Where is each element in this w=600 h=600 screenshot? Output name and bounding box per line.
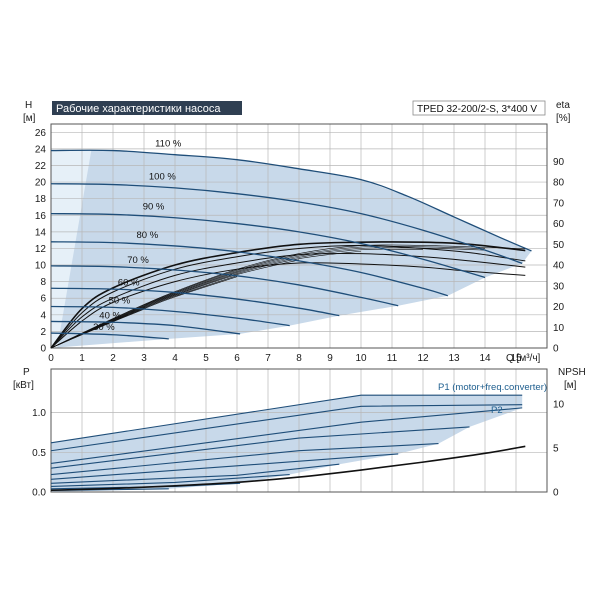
x-tick-label: 1 bbox=[79, 353, 85, 364]
power-curve bbox=[50, 404, 523, 452]
speed-label: 80 % bbox=[137, 230, 159, 241]
h-tick-label: 10 bbox=[35, 261, 47, 272]
h-tick-label: 0 bbox=[40, 344, 46, 355]
h-axis-label: H bbox=[25, 100, 32, 111]
speed-label: 50 % bbox=[109, 296, 131, 307]
q-axis-label: Q [м³/ч] bbox=[506, 353, 541, 364]
power-curve bbox=[50, 394, 523, 444]
x-tick-label: 8 bbox=[296, 353, 302, 364]
x-tick-label: 9 bbox=[327, 353, 333, 364]
head-curve bbox=[50, 183, 523, 264]
power-curve bbox=[50, 426, 470, 469]
x-tick-label: 6 bbox=[234, 353, 240, 364]
head-curve bbox=[50, 265, 399, 307]
h-tick-label: 16 bbox=[35, 211, 47, 222]
eta-tick-label: 70 bbox=[553, 198, 565, 209]
h-tick-label: 8 bbox=[40, 277, 46, 288]
power-curve bbox=[50, 443, 439, 476]
speed-label: 100 % bbox=[149, 172, 176, 183]
model-label: TPED 32-200/2-S, 3*400 V bbox=[417, 104, 537, 115]
top-plot-frame bbox=[50, 123, 548, 349]
speed-label: 60 % bbox=[118, 277, 140, 288]
model-box bbox=[412, 100, 546, 116]
x-tick-label: 13 bbox=[448, 353, 460, 364]
x-tick-label: 11 bbox=[387, 353, 398, 364]
head-curve bbox=[50, 149, 532, 252]
p-tick-label: 0.0 bbox=[32, 488, 46, 499]
x-tick-label: 2 bbox=[110, 353, 116, 364]
eta-tick-label: 30 bbox=[553, 281, 565, 292]
h-tick-label: 6 bbox=[40, 294, 46, 305]
chart-title: Рабочие характеристики насоса bbox=[56, 103, 221, 115]
x-tick-label: 5 bbox=[203, 353, 209, 364]
npsh-axis-unit: [м] bbox=[564, 380, 577, 391]
eta-tick-label: 50 bbox=[553, 240, 565, 251]
eta-tick-label: 40 bbox=[553, 261, 565, 272]
speed-label: 110 % bbox=[155, 139, 182, 150]
h-tick-label: 20 bbox=[35, 178, 47, 189]
power-envelope bbox=[51, 395, 523, 492]
power-curve bbox=[50, 473, 290, 487]
x-tick-label: 10 bbox=[355, 353, 367, 364]
power-curve bbox=[50, 407, 523, 464]
x-tick-label: 14 bbox=[479, 353, 491, 364]
title-box bbox=[52, 101, 242, 115]
power-curve bbox=[50, 453, 399, 480]
head-curve bbox=[50, 212, 486, 279]
x-tick-label: 0 bbox=[48, 353, 54, 364]
p-axis-unit: [кВт] bbox=[13, 380, 34, 391]
npsh-tick-label: 10 bbox=[553, 400, 565, 411]
speed-label: 40 % bbox=[99, 310, 121, 321]
npsh-tick-label: 0 bbox=[553, 488, 559, 499]
eta-tick-label: 90 bbox=[553, 157, 565, 168]
speed-label: 70 % bbox=[127, 255, 149, 266]
eta-tick-label: 20 bbox=[553, 302, 565, 313]
bottom-plot-frame bbox=[50, 368, 548, 493]
speed-label: 30 % bbox=[93, 322, 115, 333]
head-curve bbox=[50, 305, 290, 327]
h-tick-label: 2 bbox=[40, 327, 46, 338]
x-tick-label: 4 bbox=[172, 353, 178, 364]
head-curve bbox=[50, 332, 169, 340]
eta-axis-label: eta bbox=[556, 100, 570, 111]
eta-tick-label: 0 bbox=[553, 344, 559, 355]
eta-tick-label: 10 bbox=[553, 323, 565, 334]
h-tick-label: 26 bbox=[35, 128, 47, 139]
npsh-axis-label: NPSH bbox=[558, 367, 586, 378]
x-tick-label: 3 bbox=[141, 353, 147, 364]
legend-p1: P1 (motor+freq.converter) bbox=[438, 382, 547, 393]
power-npsh-panel: 0.0 0.5 1.0 0 5 10 bbox=[32, 368, 565, 499]
h-axis-unit: [м] bbox=[23, 113, 36, 124]
h-tick-label: 22 bbox=[35, 161, 47, 172]
h-tick-label: 18 bbox=[35, 194, 47, 205]
power-curve bbox=[50, 463, 340, 484]
x-tick-label: 12 bbox=[417, 353, 429, 364]
head-curve bbox=[50, 320, 241, 335]
x-tick-label: 7 bbox=[265, 353, 271, 364]
h-tick-label: 12 bbox=[35, 244, 47, 255]
efficiency-curve bbox=[50, 262, 526, 349]
efficiency-curve bbox=[50, 241, 526, 349]
legend-p2: P2 bbox=[491, 405, 503, 416]
x-tick-label: 15 bbox=[510, 353, 522, 364]
npsh-tick-label: 5 bbox=[553, 444, 559, 455]
eta-axis-unit: [%] bbox=[556, 113, 571, 124]
head-curve bbox=[50, 287, 340, 317]
head-efficiency-panel: 0 1 2 3 4 5 6 7 8 9 10 11 12 13 14 15024681012141618202… bbox=[35, 123, 565, 364]
p-tick-label: 0.5 bbox=[32, 448, 46, 459]
efficiency-curve bbox=[50, 244, 526, 349]
p-axis-label: P bbox=[23, 367, 30, 378]
h-tick-label: 4 bbox=[40, 310, 46, 321]
p-tick-label: 1.0 bbox=[32, 408, 46, 419]
speed-label: 90 % bbox=[143, 202, 165, 213]
head-curve bbox=[50, 241, 448, 297]
eta-tick-label: 80 bbox=[553, 178, 565, 189]
h-tick-label: 14 bbox=[35, 227, 47, 238]
envelope-light-region bbox=[51, 150, 92, 348]
h-tick-label: 24 bbox=[35, 144, 47, 155]
efficiency-speed-curve bbox=[50, 308, 145, 349]
npsh-curve bbox=[50, 445, 526, 492]
eta-tick-label: 60 bbox=[553, 219, 565, 230]
